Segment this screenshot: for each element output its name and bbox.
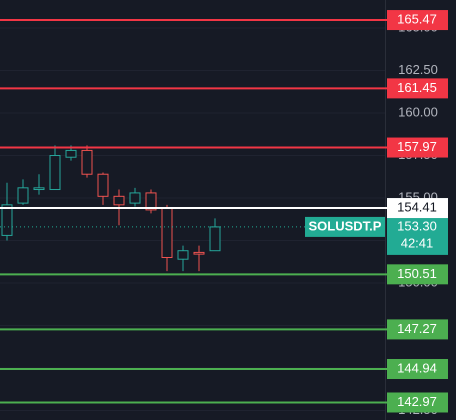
level-label: 147.27	[397, 321, 437, 336]
level-box	[387, 359, 448, 380]
y-tick-label: 160.00	[398, 104, 438, 119]
level-box	[387, 10, 448, 31]
candle-body	[177, 250, 189, 260]
level-box	[387, 392, 448, 413]
level-label: 154.41	[397, 199, 437, 214]
level-box	[387, 264, 448, 285]
level-label: 144.94	[397, 360, 437, 375]
level-label: 165.47	[397, 11, 437, 26]
price-box	[387, 216, 448, 255]
candle-body	[1, 204, 13, 236]
y-tick-label: 162.50	[398, 62, 438, 77]
level-box	[387, 198, 448, 219]
symbol-box	[305, 216, 385, 237]
level-label: 150.51	[397, 266, 437, 281]
candle-body	[97, 173, 109, 197]
candle-body	[129, 192, 141, 204]
level-box	[387, 137, 448, 158]
candle-body	[17, 187, 29, 204]
candle-body	[145, 192, 157, 211]
candle-body	[81, 149, 93, 175]
level-label: 142.97	[397, 394, 437, 409]
candle-body	[113, 195, 125, 206]
level-box	[387, 319, 448, 340]
level-box	[387, 78, 448, 99]
candle-body	[161, 207, 173, 259]
candle-body	[49, 155, 61, 191]
candle-body	[193, 251, 205, 255]
candle-body	[65, 149, 77, 158]
symbol-label: SOLUSDT.P	[309, 218, 382, 233]
level-label: 157.97	[397, 139, 437, 154]
candle-body	[209, 226, 221, 252]
level-label: 161.45	[397, 80, 437, 95]
last-price-label: 153.30	[397, 218, 437, 233]
candle-body	[33, 187, 45, 191]
countdown: 42:41	[401, 235, 434, 250]
